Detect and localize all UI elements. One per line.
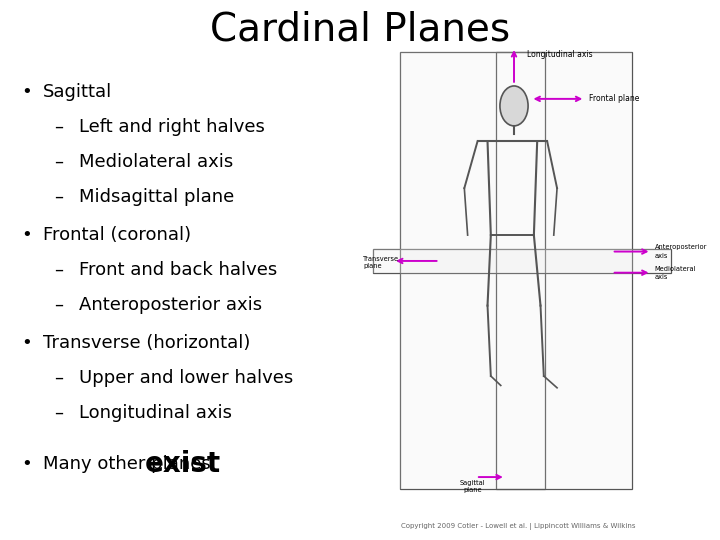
Text: Sagittal: Sagittal (460, 480, 485, 486)
Text: –: – (54, 261, 63, 279)
Text: Midsagittal plane: Midsagittal plane (79, 188, 235, 206)
Text: Front and back halves: Front and back halves (79, 261, 277, 279)
Text: axis: axis (654, 253, 668, 259)
Text: exist: exist (144, 450, 220, 478)
Text: •: • (22, 226, 32, 244)
Text: Longitudinal axis: Longitudinal axis (527, 50, 593, 59)
Text: axis: axis (654, 274, 668, 280)
Text: Copyright 2009 Cotler - Lowell et al. | Lippincott Williams & Wilkins: Copyright 2009 Cotler - Lowell et al. | … (401, 523, 636, 530)
Text: Frontal (coronal): Frontal (coronal) (43, 226, 192, 244)
Text: –: – (54, 188, 63, 206)
Text: Mediolateral axis: Mediolateral axis (79, 153, 233, 171)
Text: –: – (54, 118, 63, 136)
Text: •: • (22, 455, 32, 474)
Text: Many other planes: Many other planes (43, 455, 217, 474)
Ellipse shape (500, 86, 528, 126)
Text: –: – (54, 369, 63, 387)
Text: Transverse (horizontal): Transverse (horizontal) (43, 334, 251, 352)
Text: Longitudinal axis: Longitudinal axis (79, 404, 232, 422)
Text: Upper and lower halves: Upper and lower halves (79, 369, 294, 387)
Polygon shape (400, 52, 631, 489)
Text: –: – (54, 296, 63, 314)
Text: Anteroposterior axis: Anteroposterior axis (79, 296, 262, 314)
Text: Transverse: Transverse (364, 255, 400, 261)
Text: –: – (54, 153, 63, 171)
Text: Sagittal: Sagittal (43, 83, 112, 101)
Text: •: • (22, 83, 32, 101)
Text: Cardinal Planes: Cardinal Planes (210, 11, 510, 49)
Text: Left and right halves: Left and right halves (79, 118, 265, 136)
Text: Frontal plane: Frontal plane (588, 94, 639, 103)
Text: •: • (22, 334, 32, 352)
Text: plane: plane (463, 487, 482, 492)
Text: plane: plane (364, 262, 382, 269)
Text: –: – (54, 404, 63, 422)
Text: Anteroposterior: Anteroposterior (654, 244, 707, 250)
Text: Mediolateral: Mediolateral (654, 266, 696, 272)
Polygon shape (373, 249, 671, 273)
